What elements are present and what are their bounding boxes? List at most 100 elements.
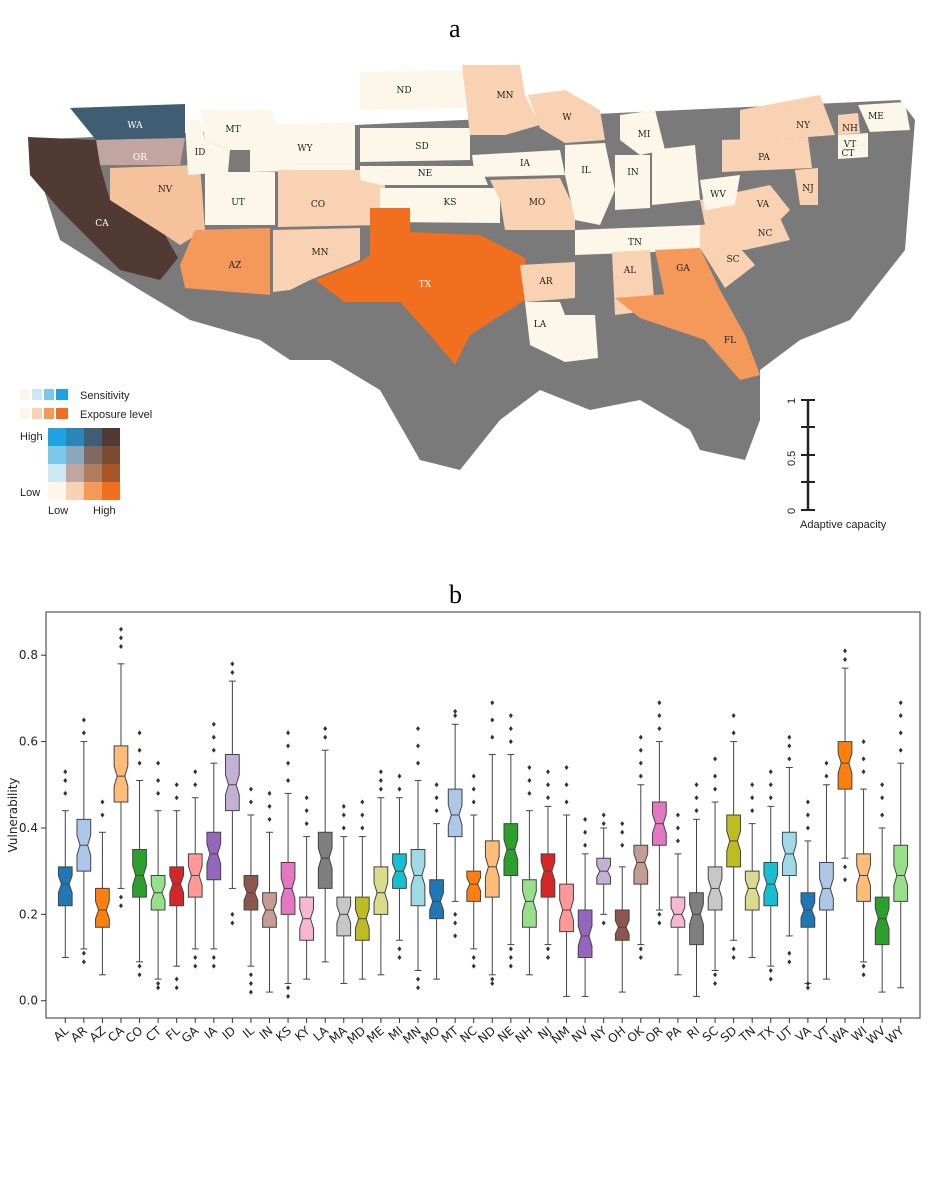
box-fl [169, 782, 185, 991]
box-body [429, 879, 444, 920]
outlier-point [378, 777, 383, 783]
x-tick-label: CO [123, 1024, 146, 1046]
outlier-point [248, 799, 253, 805]
box-body [95, 887, 110, 928]
outlier-point [416, 726, 421, 732]
outlier-point [211, 734, 216, 740]
state-label-sc: SC [726, 255, 739, 265]
outlier-point [304, 808, 309, 814]
outlier-point [471, 963, 476, 969]
state-label-nm: MN [311, 248, 328, 258]
outlier-point [657, 726, 662, 732]
state-label-tn: TN [628, 238, 642, 248]
legend-low-x-label: Low [48, 505, 68, 517]
state-label-va: VA [756, 200, 770, 210]
y-tick-label: 0.4 [19, 821, 38, 835]
state-ca [28, 137, 178, 280]
legend-sens-2 [32, 389, 42, 400]
outlier-point [768, 967, 773, 973]
outlier-point [137, 972, 142, 978]
state-pa [722, 137, 812, 172]
state-wv [700, 175, 740, 210]
outlier-point [248, 980, 253, 986]
outlier-point [750, 795, 755, 801]
outlier-point [341, 812, 346, 818]
outlier-point [861, 756, 866, 762]
outlier-point [583, 816, 588, 822]
outlier-point [118, 626, 123, 632]
box-ct [150, 760, 166, 991]
box-tn [744, 782, 760, 959]
outlier-point [675, 838, 680, 844]
outlier-point [360, 799, 365, 805]
outlier-point [453, 713, 458, 719]
outlier-point [490, 700, 495, 706]
outlier-point [174, 976, 179, 982]
outlier-point [453, 933, 458, 939]
state-nm [273, 228, 360, 292]
state-label-sd: SD [415, 142, 428, 152]
outlier-point [824, 773, 829, 779]
state-label-mi: MI [638, 130, 651, 140]
state-ia [472, 150, 565, 177]
outlier-point [378, 786, 383, 792]
outlier-point [434, 795, 439, 801]
outlier-point [100, 812, 105, 818]
state-sd [360, 128, 470, 162]
outlier-point [81, 730, 86, 736]
outlier-point [156, 980, 161, 986]
state-co [278, 170, 385, 227]
outlier-point [341, 825, 346, 831]
state-wa [70, 104, 185, 140]
state-label-nh: NH [842, 124, 858, 134]
scale-tick-label-1: 1 [786, 398, 798, 404]
outlier-point [508, 726, 513, 732]
state-labels: WA OR CA NV ID MT WY UT CO AZ MN ND SD N… [95, 86, 884, 346]
box-body [484, 840, 500, 898]
x-tick-label: ME [364, 1024, 387, 1046]
outlier-point [137, 730, 142, 736]
outlier-point [583, 829, 588, 835]
state-label-al: AL [623, 266, 636, 276]
outlier-point [620, 829, 625, 835]
outlier-point [490, 980, 495, 986]
outlier-point [545, 782, 550, 788]
box-vt [819, 760, 834, 980]
outlier-point [545, 946, 550, 952]
outlier-point [861, 963, 866, 969]
state-la [525, 302, 598, 362]
box-body [169, 866, 185, 907]
outlier-point [81, 950, 86, 956]
outlier-point [731, 730, 736, 736]
box-nv [577, 816, 593, 997]
outlier-point [286, 760, 291, 766]
box-body [522, 879, 537, 928]
outlier-point [323, 726, 328, 732]
legend-low-y-label: Low [20, 487, 40, 499]
outlier-point [713, 786, 718, 792]
outlier-point [267, 803, 272, 809]
state-sc [700, 248, 755, 288]
box-ok [633, 734, 649, 961]
outlier-point [787, 950, 792, 956]
box-body [819, 862, 834, 911]
box-ne [503, 713, 519, 969]
outlier-point [286, 743, 291, 749]
outlier-point [898, 713, 903, 719]
outlier-point [230, 920, 235, 926]
state-oh [652, 145, 700, 205]
box-series [57, 626, 909, 999]
box-body [577, 909, 593, 959]
panel-label-a: a [449, 14, 461, 43]
map-legend: Sensitivity Exposure level High Low Low … [20, 389, 152, 517]
outlier-point [638, 747, 643, 753]
state-ct [838, 145, 868, 159]
legend-high-x-label: High [93, 505, 116, 517]
outlier-point [286, 730, 291, 736]
state-label-ut: UT [231, 198, 245, 208]
outlier-point [601, 920, 606, 926]
box-body [689, 892, 704, 946]
box-body [206, 831, 222, 881]
box-body [57, 866, 73, 907]
box-ia [206, 721, 222, 969]
